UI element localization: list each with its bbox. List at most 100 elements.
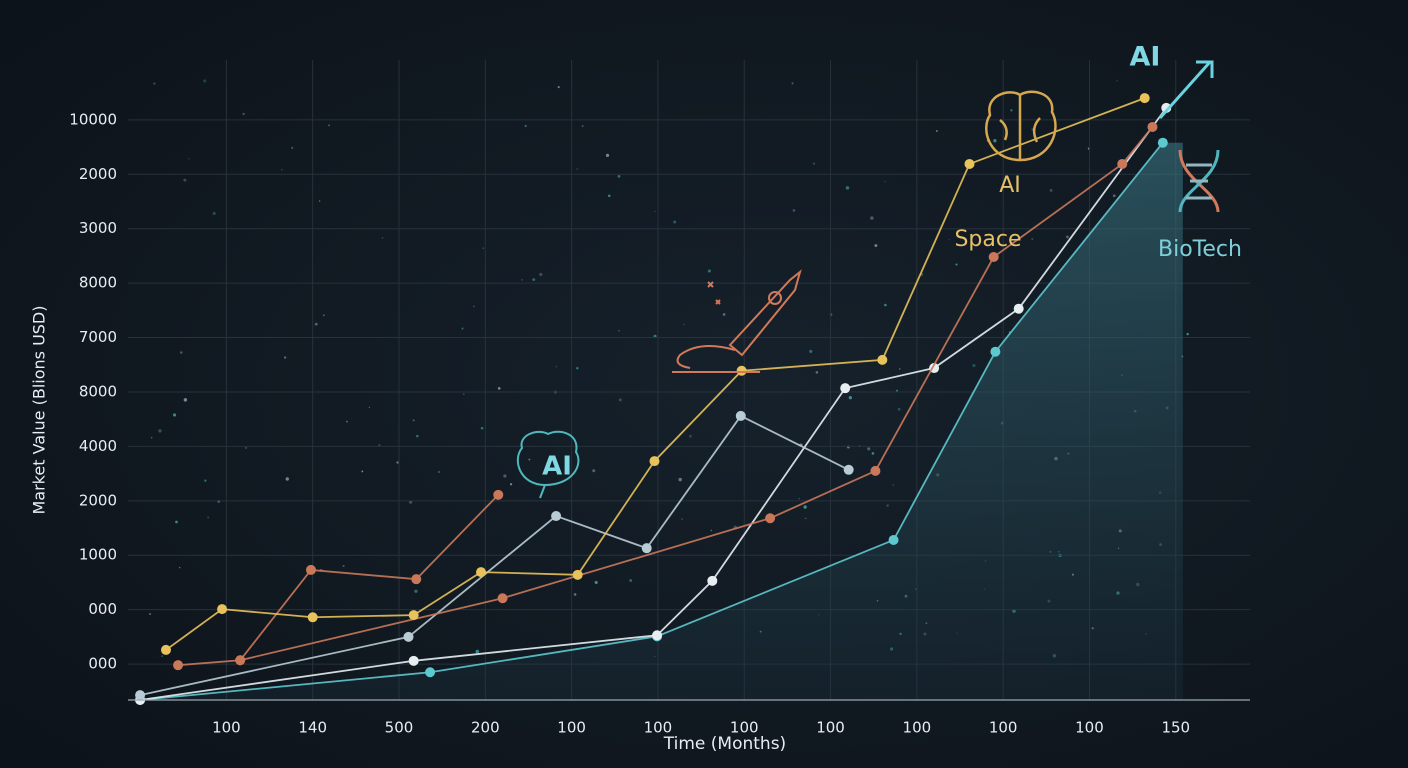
point bbox=[888, 535, 899, 545]
point bbox=[840, 383, 851, 394]
star bbox=[416, 434, 419, 438]
star bbox=[681, 518, 684, 521]
x-tick-label: 150 bbox=[1161, 719, 1190, 737]
point bbox=[173, 660, 184, 671]
y-tick-label: 000 bbox=[88, 600, 117, 618]
star bbox=[361, 470, 364, 473]
star bbox=[150, 436, 153, 439]
x-tick-label: 100 bbox=[816, 719, 845, 737]
point bbox=[988, 252, 999, 263]
annotation: AI bbox=[1130, 42, 1161, 73]
star bbox=[845, 186, 850, 190]
star bbox=[955, 263, 958, 266]
star bbox=[618, 398, 622, 402]
series-line bbox=[139, 107, 1168, 701]
x-tick-label: 200 bbox=[471, 719, 500, 737]
y-tick-label: 1000 bbox=[79, 546, 117, 564]
star bbox=[848, 396, 853, 400]
point bbox=[649, 456, 660, 467]
star bbox=[972, 363, 976, 368]
x-tick-label: 100 bbox=[1075, 719, 1104, 737]
star bbox=[183, 178, 187, 182]
star bbox=[462, 393, 465, 396]
star bbox=[242, 112, 245, 116]
star bbox=[188, 158, 190, 160]
dna-icon bbox=[1178, 149, 1220, 213]
point bbox=[1013, 303, 1024, 314]
star bbox=[175, 520, 178, 524]
star bbox=[528, 458, 531, 461]
star bbox=[555, 366, 558, 368]
star bbox=[161, 655, 164, 657]
star bbox=[678, 477, 682, 482]
star bbox=[673, 220, 677, 224]
star bbox=[870, 216, 874, 220]
star bbox=[212, 211, 216, 216]
x-tick-label: 100 bbox=[989, 719, 1018, 737]
star bbox=[1112, 194, 1116, 198]
point bbox=[1117, 158, 1128, 169]
point bbox=[497, 593, 508, 604]
star bbox=[437, 470, 441, 474]
area bbox=[140, 142, 1183, 701]
point bbox=[990, 346, 1001, 357]
star bbox=[291, 146, 294, 149]
star bbox=[179, 351, 183, 354]
arrow bbox=[1158, 60, 1214, 119]
star bbox=[892, 484, 894, 486]
star bbox=[1065, 235, 1069, 239]
star bbox=[539, 272, 543, 277]
star bbox=[710, 529, 713, 532]
series-line bbox=[139, 414, 850, 696]
star bbox=[594, 580, 598, 584]
point bbox=[877, 354, 888, 365]
star bbox=[283, 356, 287, 359]
star bbox=[815, 371, 819, 374]
star bbox=[244, 446, 248, 449]
point bbox=[735, 410, 746, 421]
point bbox=[641, 543, 652, 554]
annotation: BioTech bbox=[1158, 237, 1242, 262]
star bbox=[629, 579, 633, 582]
star bbox=[178, 566, 181, 569]
star bbox=[722, 313, 726, 316]
star bbox=[884, 303, 887, 307]
x-tick-label: 140 bbox=[298, 719, 327, 737]
star bbox=[532, 278, 536, 281]
point bbox=[707, 575, 718, 586]
star bbox=[368, 406, 371, 409]
star bbox=[346, 420, 348, 423]
star bbox=[573, 593, 577, 596]
star bbox=[897, 407, 901, 411]
point bbox=[652, 630, 663, 641]
point bbox=[870, 465, 881, 476]
star bbox=[172, 413, 177, 417]
star bbox=[618, 330, 620, 332]
star bbox=[509, 483, 513, 486]
star bbox=[149, 613, 152, 615]
y-tick-label: 8000 bbox=[79, 382, 117, 400]
star bbox=[653, 334, 657, 338]
star bbox=[557, 86, 560, 89]
brain-icon bbox=[516, 430, 580, 499]
star bbox=[899, 368, 901, 370]
star bbox=[871, 452, 875, 455]
star bbox=[497, 387, 501, 390]
x-tick-label: 500 bbox=[385, 719, 414, 737]
star bbox=[809, 349, 813, 353]
star bbox=[895, 389, 899, 392]
plot bbox=[135, 93, 1183, 705]
star bbox=[314, 322, 318, 326]
star bbox=[207, 516, 210, 519]
series-line bbox=[139, 142, 1164, 701]
star bbox=[204, 479, 207, 482]
y-tick-label: 3000 bbox=[79, 219, 117, 237]
star bbox=[1186, 332, 1189, 336]
star bbox=[342, 564, 345, 567]
star bbox=[683, 323, 686, 326]
star bbox=[414, 589, 418, 593]
star bbox=[617, 174, 621, 178]
star bbox=[948, 239, 950, 241]
point bbox=[403, 631, 414, 642]
